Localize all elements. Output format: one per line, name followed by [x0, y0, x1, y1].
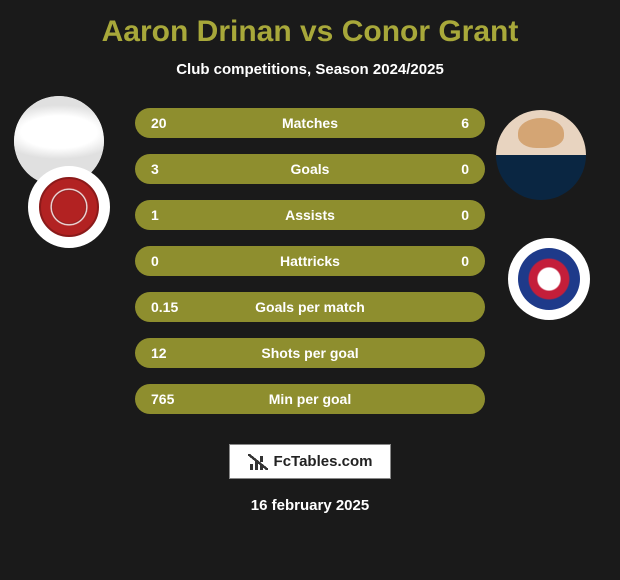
stat-label: Assists [285, 207, 335, 223]
date-label: 16 february 2025 [251, 497, 369, 514]
stat-right-value: 6 [419, 115, 469, 131]
stat-left-value: 1 [151, 207, 201, 223]
stat-left-value: 12 [151, 345, 201, 361]
stat-row: 0 Hattricks 0 [135, 246, 485, 276]
club-left-badge [28, 166, 110, 248]
stat-left-value: 3 [151, 161, 201, 177]
source-text: FcTables.com [274, 453, 373, 470]
stat-row: 12 Shots per goal [135, 338, 485, 368]
stat-row: 0.15 Goals per match [135, 292, 485, 322]
stat-right-value: 0 [419, 253, 469, 269]
stat-left-value: 0 [151, 253, 201, 269]
stat-label: Min per goal [269, 391, 351, 407]
stat-left-value: 0.15 [151, 299, 201, 315]
stat-left-value: 20 [151, 115, 201, 131]
stat-right-value: 0 [419, 207, 469, 223]
stat-row: 765 Min per goal [135, 384, 485, 414]
chart-icon [248, 454, 268, 470]
stat-row: 1 Assists 0 [135, 200, 485, 230]
stat-label: Goals [291, 161, 330, 177]
stat-row: 3 Goals 0 [135, 154, 485, 184]
club-right-badge [508, 238, 590, 320]
season-subtitle: Club competitions, Season 2024/2025 [176, 61, 444, 78]
stat-label: Hattricks [280, 253, 340, 269]
stat-row: 20 Matches 6 [135, 108, 485, 138]
stat-right-value: 0 [419, 161, 469, 177]
stat-label: Matches [282, 115, 338, 131]
stats-area: 20 Matches 6 3 Goals 0 1 Assists 0 0 Hat… [0, 108, 620, 414]
stat-label: Shots per goal [261, 345, 358, 361]
stat-left-value: 765 [151, 391, 201, 407]
stat-label: Goals per match [255, 299, 365, 315]
source-logo: FcTables.com [229, 444, 392, 479]
player-right-photo [496, 110, 586, 200]
comparison-title: Aaron Drinan vs Conor Grant [102, 15, 519, 49]
